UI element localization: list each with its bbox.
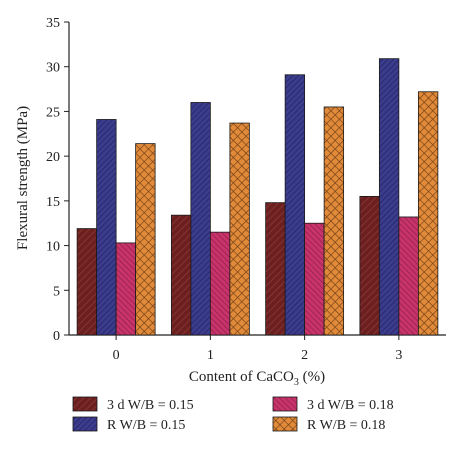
bar: [76, 228, 98, 336]
x-tick-label: 2: [301, 348, 308, 363]
bar: [304, 222, 325, 336]
legend: 3 d W/B = 0.15 3 d W/B = 0.18 R W/B = 0.15…: [72, 396, 394, 433]
y-tick-label: 25: [46, 105, 60, 120]
bars: [76, 58, 439, 336]
y-tick-label: 5: [53, 284, 60, 299]
bar: [229, 122, 250, 336]
y-tick-label: 10: [46, 240, 60, 255]
bar: [209, 231, 231, 336]
bar: [115, 242, 137, 336]
bar: [417, 91, 439, 336]
bar: [190, 102, 211, 336]
bar: [378, 58, 400, 336]
x-tick-label: 3: [395, 348, 402, 363]
legend-label: 3 d W/B = 0.18: [307, 398, 394, 413]
bar: [284, 74, 306, 336]
bar: [359, 195, 380, 336]
y-axis-label: Flexural strength (MPa): [15, 106, 31, 250]
bar: [323, 106, 345, 336]
bar: [265, 202, 286, 336]
legend-label: R W/B = 0.15: [107, 418, 185, 433]
x-axis-label: Content of CaCO3 (%): [189, 369, 325, 388]
y-tick-label: 30: [46, 61, 60, 76]
legend-swatch: [72, 396, 98, 412]
x-axis-label-suffix: (%): [299, 369, 325, 385]
bar: [135, 143, 156, 336]
legend-swatch: [272, 416, 298, 432]
bar: [398, 216, 419, 336]
x-tick-label: 0: [113, 348, 120, 363]
x-axis-ticks: 0 1 2 3: [113, 335, 402, 363]
legend-label: 3 d W/B = 0.15: [107, 398, 194, 413]
y-tick-label: 0: [53, 329, 60, 344]
legend-swatch: [72, 416, 98, 432]
x-axis-label-subscript: 3: [294, 377, 299, 388]
bar: [96, 119, 117, 336]
x-axis-label-main: Content of CaCO: [189, 369, 294, 385]
y-axis-ticks: 0 5 10 15 20 25 30 35: [46, 16, 69, 344]
y-tick-label: 35: [46, 16, 60, 31]
bar: [170, 214, 192, 336]
legend-label: R W/B = 0.18: [307, 418, 385, 433]
x-tick-label: 1: [207, 348, 214, 363]
y-tick-label: 20: [46, 150, 60, 165]
legend-swatch: [272, 396, 298, 412]
y-tick-label: 15: [46, 195, 60, 210]
